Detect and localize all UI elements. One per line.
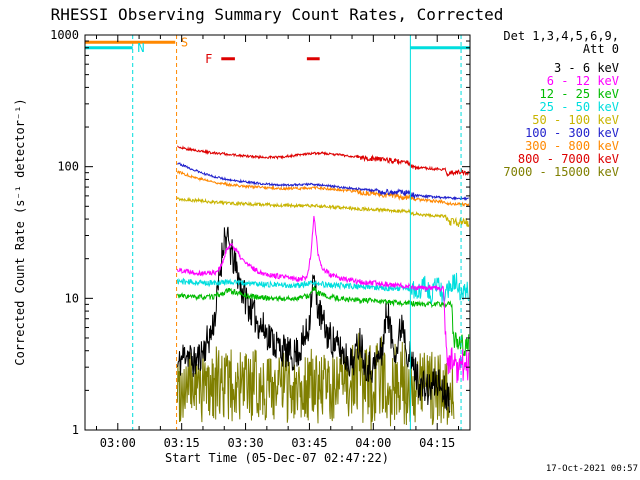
x-tick-label: 03:45 [291,436,327,450]
series-300-800-keV [176,170,470,208]
series-25-50-keV [176,272,470,305]
flag-label-S: S [181,35,188,49]
axis-ticks [85,34,470,431]
legend-item: 25 - 50 keV [539,100,619,114]
legend: Det 1,3,4,5,6,9, Att 0 3 - 6 keV 6 - 12 k… [503,30,619,179]
x-axis-title: Start Time (05-Dec-07 02:47:22) [165,451,389,465]
y-tick-label: 1000 [50,28,79,42]
flag-markers: N S F [85,35,470,430]
y-tick-label: 1 [72,423,79,437]
plot-border [84,34,471,431]
x-tick-label: 04:00 [355,436,391,450]
series-7000-15000-keV [176,332,455,430]
legend-item: 7000 - 15000 keV [503,165,619,179]
x-tick-label: 03:00 [100,436,136,450]
series-800-7000-keV [177,145,470,178]
flag-label-F: F [205,52,212,66]
flag-label-N: N [137,41,144,55]
legend-item: 12 - 25 keV [539,87,619,101]
series-50-100-keV [176,196,470,228]
x-tick-label: 04:15 [419,436,455,450]
legend-energy-bands: 3 - 6 keV 6 - 12 keV 12 - 25 keV 25 - 50 ke… [503,62,619,179]
series-12-25-keV [176,285,470,357]
x-tick-label: 03:15 [164,436,200,450]
series-group [176,145,470,430]
x-tick-label: 03:30 [227,436,263,450]
legend-item: 3 - 6 keV [553,61,619,75]
series-6-12-keV [176,215,470,384]
chart-title: RHESSI Observing Summary Count Rates, Co… [50,5,504,24]
legend-item: 50 - 100 keV [532,113,619,127]
series-100-300-keV [177,162,469,202]
creation-timestamp: 17-Oct-2021 00:57 [545,464,638,474]
legend-item: 300 - 800 keV [525,139,619,153]
y-tick-label: 100 [57,160,79,174]
legend-item: 800 - 7000 keV [517,152,619,166]
y-tick-label: 10 [65,291,79,305]
series-3-6-keV [176,226,451,413]
legend-attenuator: Att 0 [582,42,619,56]
y-axis-title: Corrected Count Rate (s⁻¹ detector⁻¹) [13,98,27,366]
legend-item: 6 - 12 keV [546,74,619,88]
legend-detectors: Det 1,3,4,5,6,9, [503,29,619,43]
legend-item: 100 - 300 keV [525,126,619,140]
